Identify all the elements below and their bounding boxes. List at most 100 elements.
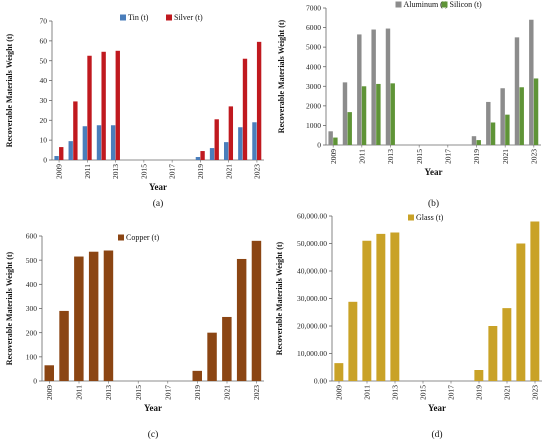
x-tick-label: 2015: [134, 385, 143, 400]
x-tick-label: 2009: [55, 164, 64, 179]
y-tick-label: 300: [26, 304, 38, 313]
x-tick-label: 2013: [111, 164, 120, 179]
bar-Copper (t): [236, 258, 247, 381]
bar-Copper (t): [59, 310, 69, 381]
y-tick-label: 600: [26, 232, 38, 241]
y-tick-label: 60,000.00: [297, 212, 327, 221]
x-tick-label: 2013: [391, 385, 400, 400]
bar-Silver (t): [228, 106, 234, 160]
bar-Aluminum (t): [385, 28, 391, 145]
x-tick-label: 2021: [503, 385, 512, 400]
bar-Aluminum (t): [529, 19, 534, 146]
bar-Glass (t): [474, 370, 484, 381]
x-axis-title: Year: [428, 403, 446, 413]
bar-Silver (t): [101, 51, 106, 160]
y-tick-label: 40: [40, 76, 48, 85]
y-tick-label: 0: [33, 377, 37, 386]
y-tick-label: 1000: [306, 121, 321, 130]
bar-Silicon (t): [376, 83, 381, 145]
y-tick-label: 3000: [306, 82, 321, 91]
bar-Copper (t): [251, 240, 262, 381]
y-axis-title: Recoverable Materials Weight (t): [5, 33, 14, 147]
legend-swatch: [395, 1, 402, 8]
y-tick-label: 10,000.00: [297, 349, 327, 358]
bar-Glass (t): [488, 326, 498, 381]
bar-Silver (t): [59, 147, 64, 160]
y-tick-label: 6000: [306, 23, 321, 32]
bar-Silicon (t): [333, 137, 338, 145]
bar-Tin (t): [68, 141, 73, 160]
bar-Silver (t): [256, 41, 262, 160]
y-tick-label: 4000: [306, 62, 321, 71]
bar-Copper (t): [88, 251, 99, 381]
bar-Glass (t): [502, 308, 512, 382]
x-tick-label: 2023: [252, 385, 261, 400]
x-tick-label: 2021: [224, 164, 233, 179]
bar-Silver (t): [200, 151, 205, 160]
bar-Tin (t): [252, 122, 257, 160]
y-tick-label: 20: [40, 116, 48, 125]
bar-Silicon (t): [490, 122, 496, 145]
bar-Tin (t): [82, 126, 88, 160]
bar-Copper (t): [103, 250, 114, 381]
y-tick-label: 30: [40, 96, 48, 105]
bar-Tin (t): [238, 127, 243, 160]
x-tick-label: 2015: [139, 164, 148, 179]
y-tick-label: 0.00: [314, 377, 327, 386]
y-tick-label: 60: [40, 36, 48, 45]
y-tick-label: 5000: [306, 43, 321, 52]
bar-Silicon (t): [390, 83, 395, 145]
bar-Silver (t): [73, 101, 78, 160]
bar-Copper (t): [74, 256, 84, 381]
y-tick-label: 40,000.00: [297, 267, 327, 276]
bar-Aluminum (t): [357, 34, 362, 145]
bar-Silicon (t): [519, 87, 524, 145]
x-tick-label: 2019: [193, 385, 202, 400]
legend-entry: Silver (t): [174, 13, 203, 22]
bar-Aluminum (t): [486, 101, 491, 145]
bar-Aluminum (t): [342, 82, 348, 145]
bar-Silver (t): [115, 50, 120, 160]
y-tick-label: 7000: [306, 4, 321, 13]
panel-label: (d): [431, 429, 442, 440]
legend-entry: Glass (t): [416, 213, 444, 222]
panel-label: (b): [428, 198, 439, 209]
bar-Tin (t): [54, 156, 59, 160]
x-tick-label: 2011: [357, 149, 366, 164]
legend-entry: Copper (t): [126, 233, 159, 242]
x-tick-label: 2023: [253, 164, 262, 179]
x-axis-title: Year: [425, 167, 443, 177]
bar-Aluminum (t): [514, 37, 520, 145]
y-tick-label: 100: [26, 352, 38, 361]
bar-Aluminum (t): [371, 29, 376, 146]
bar-Silver (t): [242, 58, 248, 161]
legend-swatch: [118, 234, 124, 241]
x-tick-label: 2019: [472, 149, 481, 164]
x-axis-title: Year: [149, 182, 167, 192]
x-tick-label: 2017: [163, 385, 172, 400]
bar-Aluminum (t): [500, 88, 505, 145]
bar-Silicon (t): [476, 140, 481, 145]
y-tick-label: 70: [40, 17, 48, 26]
bar-Silver (t): [214, 119, 219, 160]
bar-Tin (t): [209, 148, 215, 160]
y-tick-label: 0: [317, 141, 321, 150]
bar-Tin (t): [195, 157, 201, 160]
x-tick-label: 2023: [529, 149, 538, 164]
x-tick-label: 2017: [447, 385, 456, 400]
legend-swatch: [120, 14, 126, 21]
bar-Glass (t): [530, 221, 540, 381]
y-tick-label: 10: [40, 136, 48, 145]
x-tick-label: 2017: [443, 149, 452, 164]
bar-Copper (t): [192, 370, 202, 381]
bar-Glass (t): [348, 301, 358, 381]
y-tick-label: 500: [26, 256, 38, 265]
x-tick-label: 2011: [75, 385, 84, 400]
bar-Tin (t): [110, 125, 116, 160]
bar-Glass (t): [334, 363, 344, 382]
x-tick-label: 2013: [104, 385, 113, 400]
bar-Copper (t): [222, 316, 232, 381]
bar-Silicon (t): [505, 114, 510, 145]
x-tick-label: 2011: [83, 164, 92, 179]
